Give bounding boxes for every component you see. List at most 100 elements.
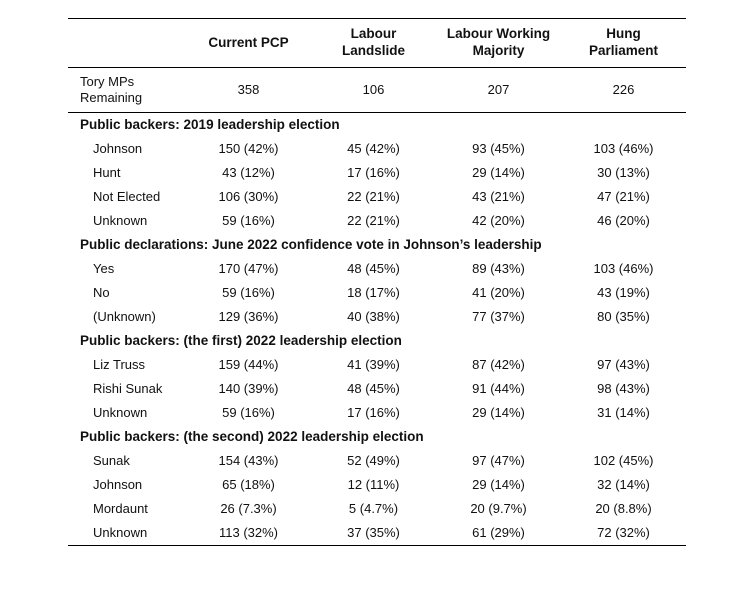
cell-value: 106 — [362, 81, 385, 97]
cell-value: 129 (36%) — [218, 308, 279, 324]
cell-value: 87 (42%) — [472, 356, 525, 372]
cell-value: 17 (16%) — [347, 164, 400, 180]
section-header-row: Public backers: (the second) 2022 leader… — [68, 425, 686, 449]
row-label: Mordaunt — [93, 500, 148, 516]
header-row: Current PCP Labour Landslide Labour Workin… — [68, 19, 686, 68]
cell-value: 59 (16%) — [222, 404, 275, 420]
row-label: Rishi Sunak — [93, 380, 163, 396]
cell-value: 72 (32%) — [597, 524, 650, 540]
data-row: Unknown 59 (16%) 17 (16%) 29 (14%) 31 (14%) — [68, 401, 686, 425]
row-label: Tory MPs Remaining — [80, 73, 143, 105]
cell-value: 65 (18%) — [222, 476, 275, 492]
data-row: Not Elected 106 (30%) 22 (21%) 43 (21%) 47 (… — [68, 185, 686, 209]
cell-value: 37 (35%) — [347, 524, 400, 540]
cell-value: 207 — [487, 81, 510, 97]
data-row: Unknown 113 (32%) 37 (35%) 61 (29%) 72 (32%) — [68, 521, 686, 545]
data-row: Mordaunt 26 (7.3%) 5 (4.7%) 20 (9.7%) 20 (8.… — [68, 497, 686, 521]
section-title: Public declarations: June 2022 confidenc… — [80, 236, 542, 252]
cell-value: 103 (46%) — [593, 140, 654, 156]
mp-backers-table: Current PCP Labour Landslide Labour Workin… — [68, 18, 686, 546]
cell-value: 45 (42%) — [347, 140, 400, 156]
cell-value: 91 (44%) — [472, 380, 525, 396]
cell-value: 140 (39%) — [218, 380, 279, 396]
data-row: Sunak 154 (43%) 52 (49%) 97 (47%) 102 (45%) — [68, 449, 686, 473]
tory-mps-remaining-row: Tory MPs Remaining 358 106 207 226 — [68, 68, 686, 113]
cell-value: 31 (14%) — [597, 404, 650, 420]
cell-value: 40 (38%) — [347, 308, 400, 324]
cell-value: 20 (9.7%) — [470, 500, 527, 516]
cell-value: 98 (43%) — [597, 380, 650, 396]
row-label: Yes — [93, 260, 115, 276]
column-header-3: Hung Parliament — [588, 26, 659, 58]
row-label: Unknown — [93, 212, 148, 228]
cell-value: 80 (35%) — [597, 308, 650, 324]
column-header-2: Labour Working Majority — [446, 26, 551, 58]
data-row: (Unknown) 129 (36%) 40 (38%) 77 (37%) 80 (35… — [68, 305, 686, 329]
row-label: Unknown — [93, 524, 148, 540]
cell-value: 20 (8.8%) — [595, 500, 652, 516]
cell-value: 43 (19%) — [597, 284, 650, 300]
row-label: (Unknown) — [93, 308, 156, 324]
cell-value: 17 (16%) — [347, 404, 400, 420]
cell-value: 106 (30%) — [218, 188, 279, 204]
cell-value: 41 (39%) — [347, 356, 400, 372]
cell-value: 29 (14%) — [472, 476, 525, 492]
column-header-0: Current PCP — [208, 34, 289, 50]
cell-value: 61 (29%) — [472, 524, 525, 540]
cell-value: 52 (49%) — [347, 452, 400, 468]
cell-value: 358 — [237, 81, 260, 97]
row-label: Johnson — [93, 140, 143, 156]
cell-value: 170 (47%) — [218, 260, 279, 276]
cell-value: 150 (42%) — [218, 140, 279, 156]
cell-value: 30 (13%) — [597, 164, 650, 180]
row-label: No — [93, 284, 110, 300]
cell-value: 93 (45%) — [472, 140, 525, 156]
cell-value: 102 (45%) — [593, 452, 654, 468]
row-label: Johnson — [93, 476, 143, 492]
cell-value: 22 (21%) — [347, 188, 400, 204]
section-header-row: Public declarations: June 2022 confidenc… — [68, 233, 686, 257]
cell-value: 46 (20%) — [597, 212, 650, 228]
section-header-row: Public backers: (the first) 2022 leaders… — [68, 329, 686, 353]
data-row: Hunt 43 (12%) 17 (16%) 29 (14%) 30 (13%) — [68, 161, 686, 185]
cell-value: 41 (20%) — [472, 284, 525, 300]
data-row: Johnson 65 (18%) 12 (11%) 29 (14%) 32 (14%) — [68, 473, 686, 497]
cell-value: 59 (16%) — [222, 284, 275, 300]
data-row: No 59 (16%) 18 (17%) 41 (20%) 43 (19%) — [68, 281, 686, 305]
row-label: Liz Truss — [93, 356, 146, 372]
data-row: Unknown 59 (16%) 22 (21%) 42 (20%) 46 (20%) — [68, 209, 686, 233]
section-title: Public backers: 2019 leadership election — [80, 116, 340, 132]
data-row: Rishi Sunak 140 (39%) 48 (45%) 91 (44%) 98 (… — [68, 377, 686, 401]
data-row: Liz Truss 159 (44%) 41 (39%) 87 (42%) 97 (43… — [68, 353, 686, 377]
cell-value: 103 (46%) — [593, 260, 654, 276]
data-row: Johnson 150 (42%) 45 (42%) 93 (45%) 103 (46%… — [68, 137, 686, 161]
cell-value: 42 (20%) — [472, 212, 525, 228]
cell-value: 59 (16%) — [222, 212, 275, 228]
row-label: Sunak — [93, 452, 130, 468]
cell-value: 26 (7.3%) — [220, 500, 277, 516]
cell-value: 12 (11%) — [347, 476, 400, 492]
row-label: Unknown — [93, 404, 148, 420]
cell-value: 43 (12%) — [222, 164, 275, 180]
cell-value: 5 (4.7%) — [348, 500, 399, 516]
cell-value: 29 (14%) — [472, 404, 525, 420]
cell-value: 77 (37%) — [472, 308, 525, 324]
cell-value: 43 (21%) — [472, 188, 525, 204]
column-header-1: Labour Landslide — [341, 26, 405, 58]
row-label: Not Elected — [93, 188, 161, 204]
section-header-row: Public backers: 2019 leadership election — [68, 113, 686, 137]
cell-value: 47 (21%) — [597, 188, 650, 204]
cell-value: 97 (43%) — [597, 356, 650, 372]
cell-value: 89 (43%) — [472, 260, 525, 276]
cell-value: 29 (14%) — [472, 164, 525, 180]
cell-value: 113 (32%) — [218, 524, 278, 540]
cell-value: 159 (44%) — [218, 356, 279, 372]
section-title: Public backers: (the first) 2022 leaders… — [80, 332, 402, 348]
row-label: Hunt — [93, 164, 121, 180]
cell-value: 226 — [612, 81, 635, 97]
cell-value: 97 (47%) — [472, 452, 525, 468]
cell-value: 154 (43%) — [218, 452, 279, 468]
cell-value: 22 (21%) — [347, 212, 400, 228]
cell-value: 18 (17%) — [347, 284, 400, 300]
